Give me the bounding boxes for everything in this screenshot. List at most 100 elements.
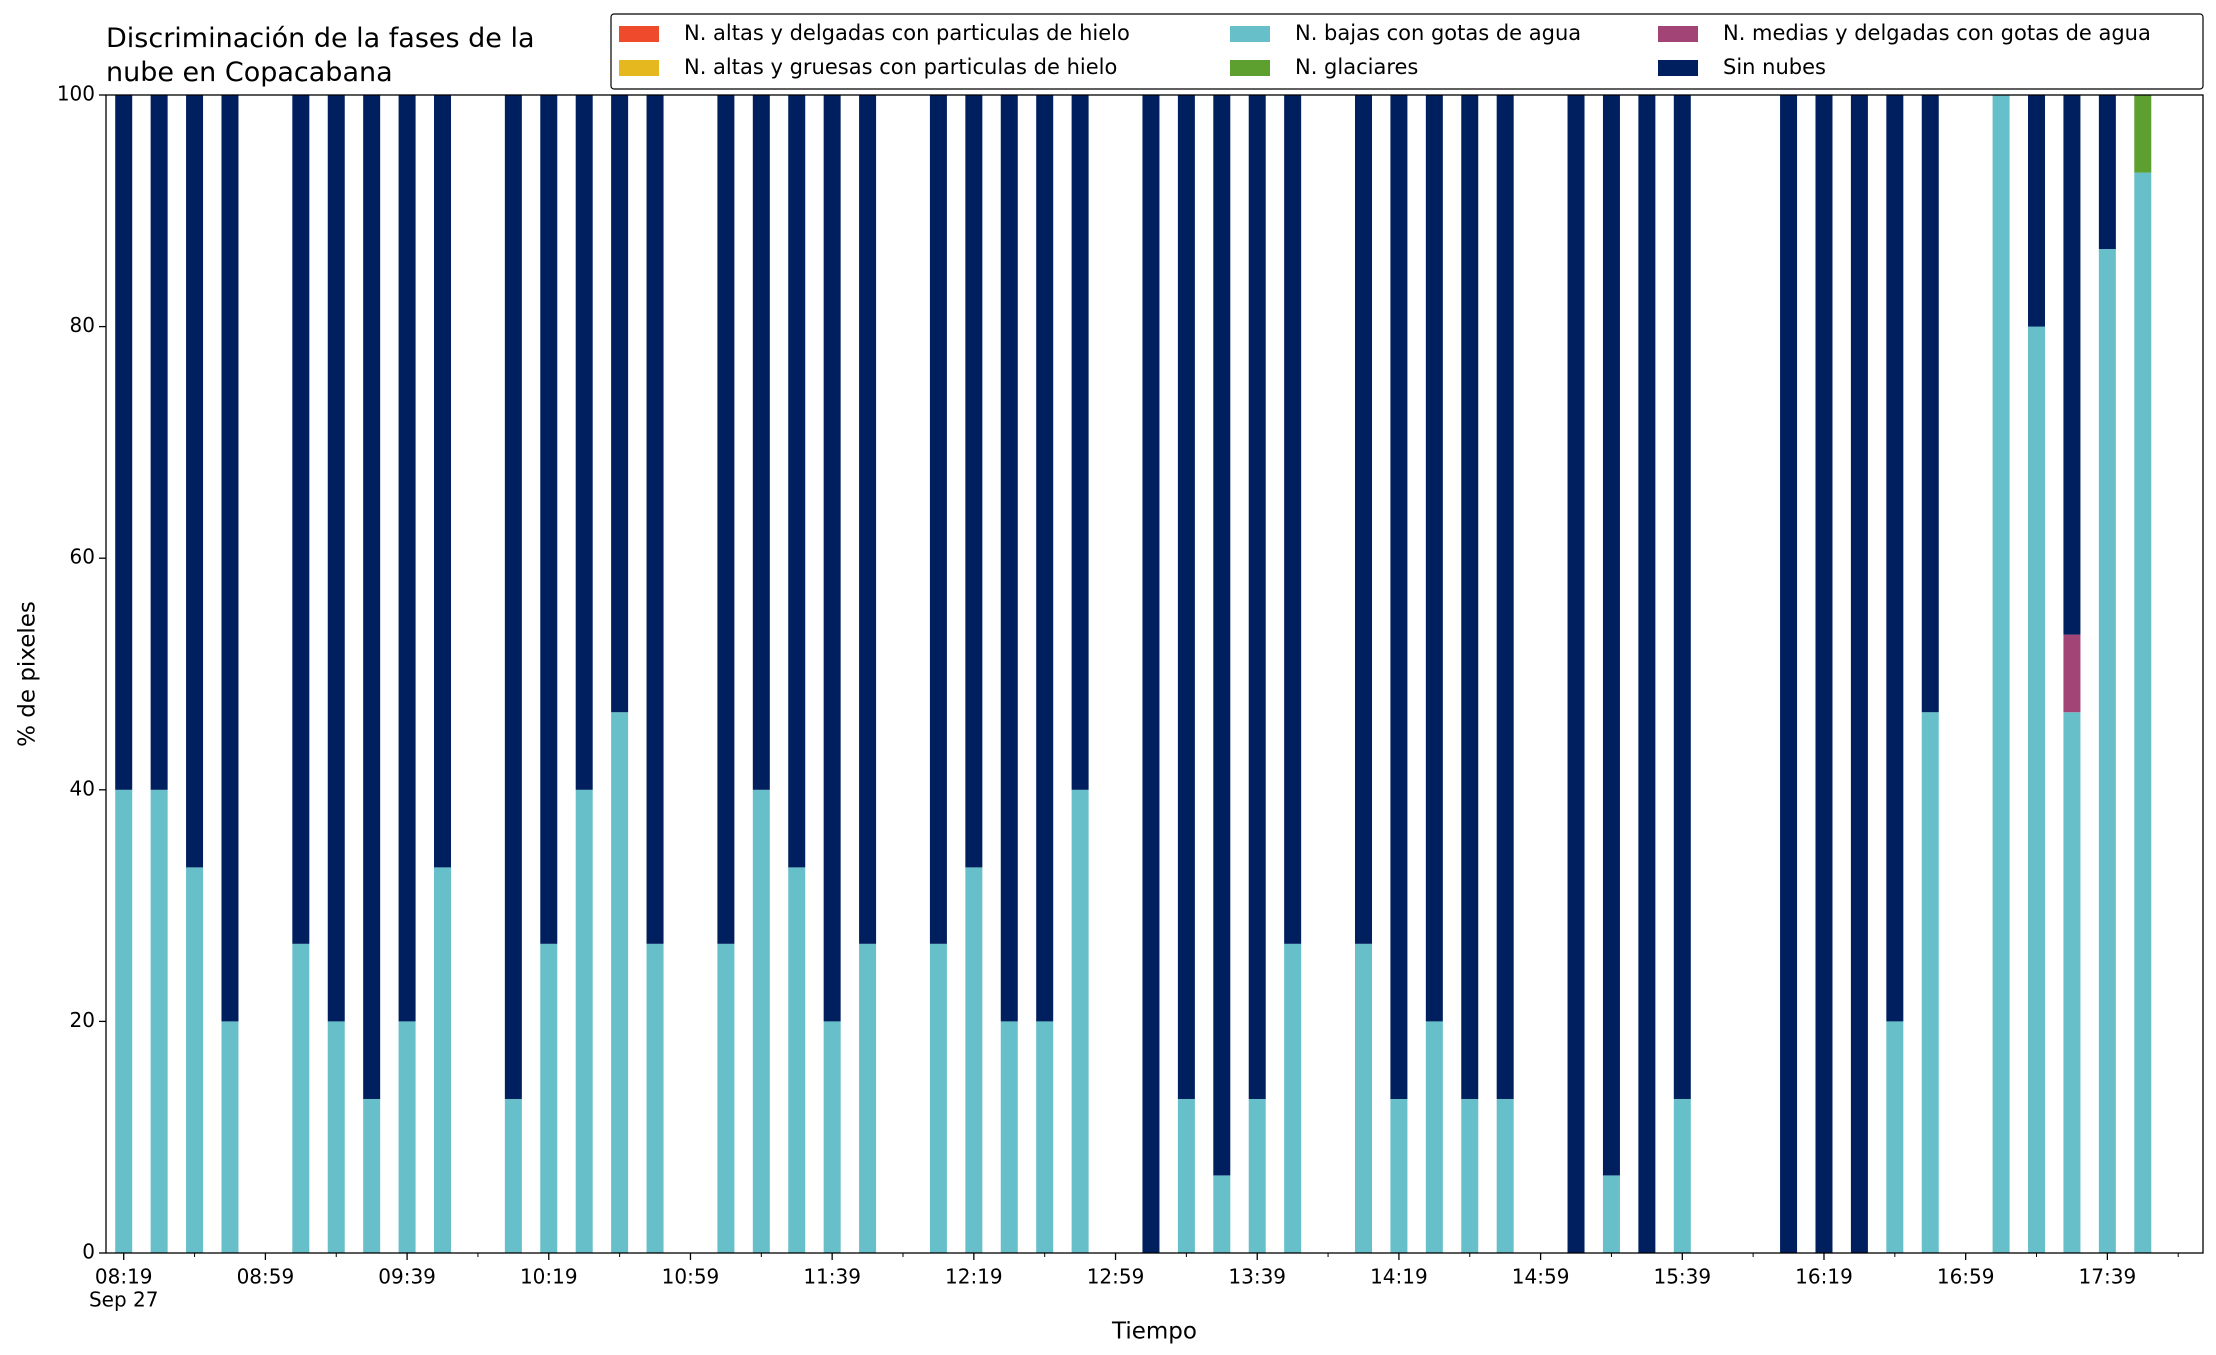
legend-swatch bbox=[1230, 26, 1270, 42]
x-tick-label: 15:39 bbox=[1653, 1265, 1711, 1289]
x-tick-label: 16:59 bbox=[1937, 1265, 1995, 1289]
bar-segment bbox=[292, 95, 310, 944]
bar-segment bbox=[1354, 95, 1372, 944]
x-tick-label: 13:39 bbox=[1228, 1265, 1286, 1289]
bar-segment bbox=[1036, 95, 1054, 1022]
bar-segment bbox=[1815, 95, 1833, 1253]
bar-segment bbox=[1992, 95, 2010, 1253]
bar-segment bbox=[965, 867, 983, 1253]
bar-segment bbox=[1850, 95, 1868, 1253]
bar-segment bbox=[2063, 95, 2081, 635]
bar-segment bbox=[292, 943, 310, 1253]
bar-segment bbox=[646, 943, 664, 1253]
bar-segment bbox=[2028, 95, 2046, 327]
legend-box bbox=[610, 13, 2204, 90]
bar-segment bbox=[1921, 712, 1939, 1253]
bar-segment bbox=[965, 95, 983, 868]
bar-segment bbox=[788, 95, 806, 868]
bar-segment bbox=[540, 943, 558, 1253]
bar-segment bbox=[1780, 95, 1798, 1253]
bar-segment bbox=[1921, 95, 1939, 713]
bar-segment bbox=[504, 1098, 522, 1253]
legend-swatch bbox=[1230, 60, 1270, 76]
bar-segment bbox=[327, 1021, 345, 1253]
x-tick-label: 09:39 bbox=[378, 1265, 436, 1289]
x-tick-label: 14:59 bbox=[1512, 1265, 1570, 1289]
x-tick-label: 17:39 bbox=[2079, 1265, 2137, 1289]
bar-segment bbox=[1036, 1021, 1054, 1253]
bar-segment bbox=[2098, 249, 2116, 1253]
y-tick-label: 20 bbox=[70, 1008, 95, 1032]
bar-segment bbox=[1461, 1098, 1479, 1253]
bar-segment bbox=[2028, 326, 2046, 1254]
bar-segment bbox=[611, 712, 629, 1253]
legend-label: N. medias y delgadas con gotas de agua bbox=[1723, 21, 2151, 45]
bar-segment bbox=[1390, 95, 1408, 1099]
bar-segment bbox=[1567, 95, 1585, 1253]
x-axis-label: Tiempo bbox=[1111, 1319, 1197, 1345]
legend-label: N. altas y gruesas con particulas de hie… bbox=[684, 55, 1117, 79]
bar-segment bbox=[186, 867, 204, 1253]
bar-segment bbox=[752, 95, 770, 790]
bar-segment bbox=[717, 943, 735, 1253]
bar-segment bbox=[1673, 95, 1691, 1099]
bar-segment bbox=[929, 95, 947, 944]
bar-segment bbox=[1602, 95, 1620, 1176]
y-tick-label: 80 bbox=[70, 313, 95, 337]
bar-segment bbox=[1673, 1098, 1691, 1253]
bar-segment bbox=[221, 1021, 239, 1253]
bar-segment bbox=[1638, 95, 1656, 1253]
x-tick-label: 16:19 bbox=[1795, 1265, 1853, 1289]
bar-segment bbox=[929, 943, 947, 1253]
bar-segment bbox=[1000, 1021, 1018, 1253]
bar-segment bbox=[1390, 1098, 1408, 1253]
legend-label: N. bajas con gotas de agua bbox=[1295, 21, 1581, 45]
legend-label: N. altas y delgadas con particulas de hi… bbox=[684, 21, 1130, 45]
x-tick-label: 14:19 bbox=[1370, 1265, 1428, 1289]
plot-frame bbox=[105, 94, 2204, 1254]
x-tick-label: 08:19 bbox=[95, 1265, 153, 1289]
bar-segment bbox=[1425, 95, 1443, 1022]
x-tick-label: 10:59 bbox=[662, 1265, 720, 1289]
bar-segment bbox=[1496, 95, 1514, 1099]
y-tick-label: 0 bbox=[82, 1240, 95, 1264]
bar-segment bbox=[823, 95, 841, 1022]
y-tick-label: 100 bbox=[57, 82, 95, 106]
y-tick-label: 60 bbox=[70, 545, 95, 569]
bar-segment bbox=[434, 95, 452, 868]
bar-segment bbox=[1354, 943, 1372, 1253]
bar-segment bbox=[859, 943, 877, 1253]
bar-segment bbox=[1461, 95, 1479, 1099]
bar-segment bbox=[1284, 943, 1302, 1253]
bar-segment bbox=[788, 867, 806, 1253]
bar-segment bbox=[115, 95, 133, 790]
legend-swatch bbox=[619, 26, 659, 42]
bar-segment bbox=[150, 95, 168, 790]
bar-segment bbox=[1213, 1175, 1231, 1253]
bar-segment bbox=[1496, 1098, 1514, 1253]
bar-segment bbox=[540, 95, 558, 944]
bar-segment bbox=[2098, 95, 2116, 250]
bar-segment bbox=[1886, 1021, 1904, 1253]
bar-segment bbox=[717, 95, 735, 944]
bar-segment bbox=[221, 95, 239, 1022]
chart-title: Discriminación de la fases de la nube en… bbox=[106, 23, 535, 88]
bar-segment bbox=[1425, 1021, 1443, 1253]
bar-segment bbox=[1142, 95, 1160, 1253]
bar-segment bbox=[363, 1098, 381, 1253]
legend-swatch bbox=[1658, 26, 1698, 42]
bar-segment bbox=[434, 867, 452, 1253]
y-tick-label: 40 bbox=[70, 776, 95, 800]
bar-segment bbox=[398, 1021, 416, 1253]
bar-segment bbox=[1284, 95, 1302, 944]
y-axis-label: % de pixeles bbox=[15, 601, 41, 747]
bar-segment bbox=[504, 95, 522, 1099]
bar-segment bbox=[115, 789, 133, 1253]
legend-swatch bbox=[619, 60, 659, 76]
bar-segment bbox=[2134, 172, 2152, 1254]
bar-segment bbox=[363, 95, 381, 1099]
bar-segment bbox=[1248, 1098, 1266, 1253]
bar-segment bbox=[859, 95, 877, 944]
